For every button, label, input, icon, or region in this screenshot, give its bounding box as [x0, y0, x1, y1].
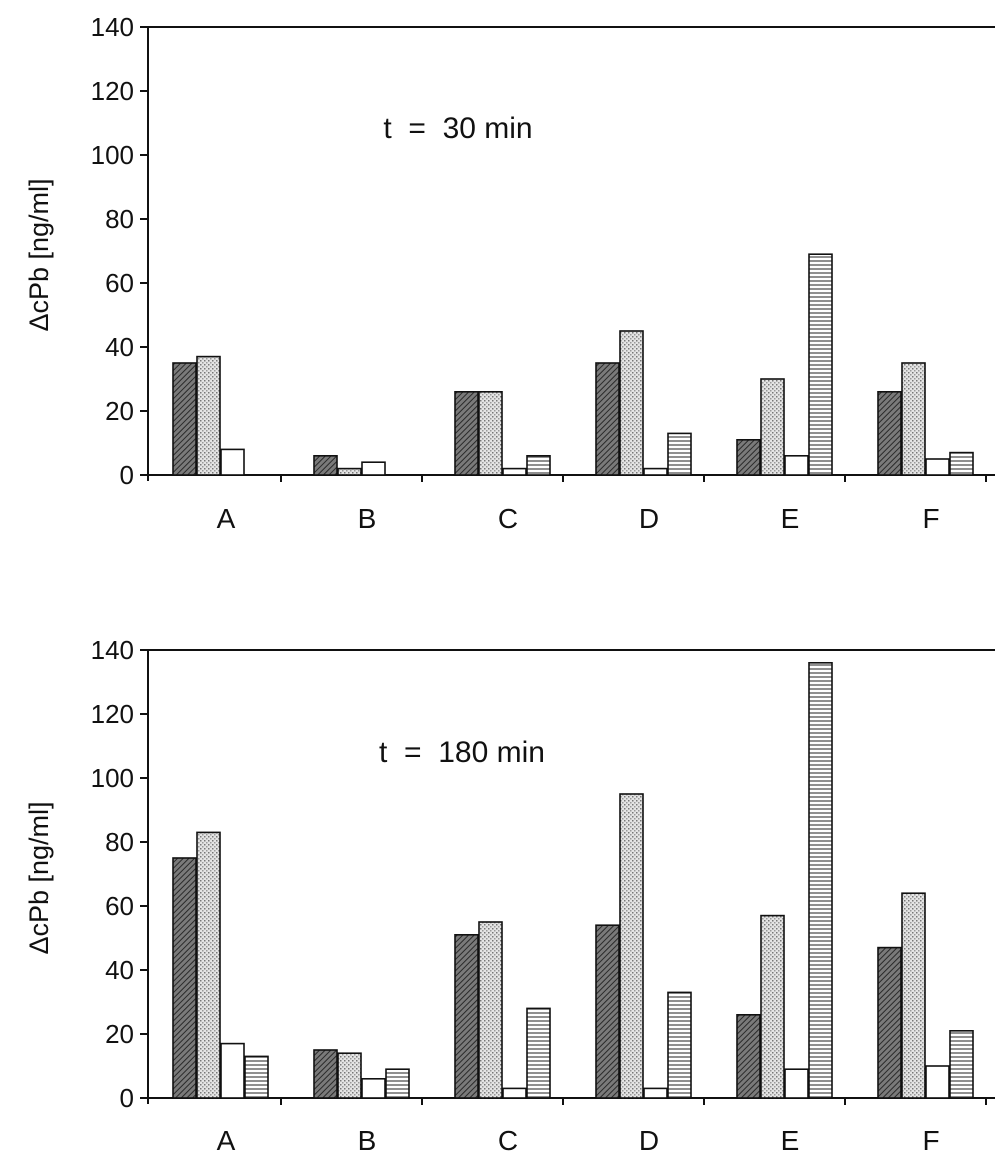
- bar-a-light-stipple: [196, 831, 221, 1099]
- bar-f-horizontal-lines: [949, 1030, 974, 1099]
- bar-a-horizontal-lines: [244, 1055, 269, 1099]
- bar-c-horizontal-lines: [526, 1007, 551, 1099]
- bar-d-white: [643, 1087, 668, 1099]
- y-tick-label: 120: [91, 76, 134, 106]
- y-tick-label: 40: [105, 955, 134, 985]
- bar-d-light-stipple: [619, 330, 644, 476]
- y-tick-label: 40: [105, 332, 134, 362]
- bar-c-dark-diagonal: [454, 390, 479, 476]
- y-tick-label: 100: [91, 140, 134, 170]
- y-tick-label: 0: [120, 460, 134, 490]
- bar-b-horizontal-lines: [385, 1068, 410, 1099]
- chart-panel-180-min: 0 20 40 60 80 100 120 140 A B C D E Ft = 180 min ΔcPb …: [24, 635, 995, 1153]
- bar-f-horizontal-lines: [949, 451, 974, 476]
- bar-e-light-stipple: [760, 378, 785, 476]
- y-tick-label: 120: [91, 699, 134, 729]
- panel-title: t = 30 min: [383, 112, 532, 145]
- category-label-b: B: [358, 1125, 377, 1153]
- bar-b-light-stipple: [337, 1052, 362, 1099]
- bar-d-horizontal-lines: [667, 991, 692, 1099]
- bar-e-dark-diagonal: [736, 1013, 761, 1099]
- y-tick-label: 100: [91, 763, 134, 793]
- bar-b-dark-diagonal: [313, 1049, 338, 1099]
- bar-d-dark-diagonal: [595, 362, 620, 476]
- bar-a-dark-diagonal: [172, 362, 197, 476]
- bar-b-dark-diagonal: [313, 454, 338, 476]
- bar-b-white: [361, 1078, 386, 1099]
- y-tick-label: 20: [105, 396, 134, 426]
- bar-c-white: [502, 467, 527, 476]
- bar-a-dark-diagonal: [172, 857, 197, 1099]
- category-label-d: D: [639, 503, 659, 534]
- bar-a-white: [220, 448, 245, 476]
- y-tick-label: 80: [105, 204, 134, 234]
- bar-a-white: [220, 1042, 245, 1099]
- bar-e-horizontal-lines: [808, 253, 833, 476]
- category-label-c: C: [498, 1125, 518, 1153]
- bar-a-light-stipple: [196, 355, 221, 476]
- bar-d-light-stipple: [619, 793, 644, 1099]
- bar-d-dark-diagonal: [595, 924, 620, 1099]
- bar-e-light-stipple: [760, 914, 785, 1099]
- category-label-d: D: [639, 1125, 659, 1153]
- bar-c-light-stipple: [478, 921, 503, 1099]
- category-label-e: E: [781, 503, 800, 534]
- chart-panel-30-min: 0 20 40 60 80 100 120 140 A B C D E Ft = 30 min ΔcPb […: [24, 12, 995, 534]
- y-tick-label: 80: [105, 827, 134, 857]
- y-axis-label: ΔcPb [ng/ml]: [24, 178, 54, 331]
- y-tick-label: 20: [105, 1019, 134, 1049]
- bar-c-dark-diagonal: [454, 933, 479, 1099]
- bar-b-light-stipple: [337, 467, 362, 476]
- y-tick-label: 0: [120, 1083, 134, 1113]
- bar-d-horizontal-lines: [667, 432, 692, 476]
- y-tick-label: 140: [91, 12, 134, 42]
- bar-e-white: [784, 454, 809, 476]
- bar-e-dark-diagonal: [736, 438, 761, 476]
- category-label-f: F: [922, 1125, 939, 1153]
- category-label-a: A: [217, 1125, 236, 1153]
- bar-f-dark-diagonal: [877, 946, 902, 1099]
- bar-e-white: [784, 1068, 809, 1099]
- bar-f-white: [925, 1065, 950, 1099]
- bar-f-light-stipple: [901, 892, 926, 1099]
- bar-c-white: [502, 1087, 527, 1099]
- y-tick-label: 60: [105, 268, 134, 298]
- bar-f-white: [925, 458, 950, 476]
- panel-title: t = 180 min: [379, 736, 545, 769]
- y-axis-label: ΔcPb [ng/ml]: [24, 801, 54, 954]
- category-label-e: E: [781, 1125, 800, 1153]
- bar-b-white: [361, 461, 386, 476]
- bar-c-horizontal-lines: [526, 454, 551, 476]
- bar-d-white: [643, 467, 668, 476]
- y-tick-label: 60: [105, 891, 134, 921]
- bar-f-dark-diagonal: [877, 390, 902, 476]
- category-label-c: C: [498, 503, 518, 534]
- category-label-a: A: [217, 503, 236, 534]
- category-label-b: B: [358, 503, 377, 534]
- category-label-f: F: [922, 503, 939, 534]
- bar-f-light-stipple: [901, 362, 926, 476]
- bar-e-horizontal-lines: [808, 661, 833, 1099]
- bar-c-light-stipple: [478, 390, 503, 476]
- y-tick-label: 140: [91, 635, 134, 665]
